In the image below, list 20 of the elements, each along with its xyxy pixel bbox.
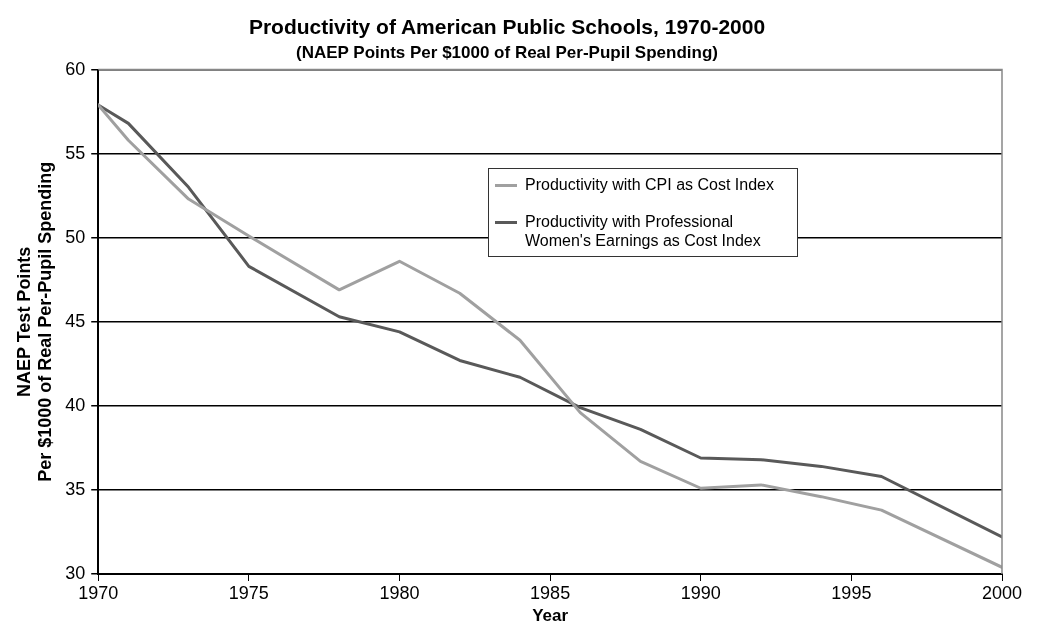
chart-title: Productivity of American Public Schools, 1970-2000: [248, 15, 766, 39]
x-tick-label: 1985: [530, 582, 571, 603]
x-tick-label: 1975: [228, 582, 269, 603]
x-axis-title: Year: [532, 606, 569, 626]
y-tick-label: 35: [65, 478, 86, 499]
x-tick-label: 1990: [680, 582, 721, 603]
y-tick-label: 50: [65, 226, 86, 247]
x-tick-label: 2000: [981, 582, 1023, 603]
chart-subtitle: (NAEP Points Per $1000 of Real Per-Pupil Spending): [296, 43, 718, 63]
y-tick-label: 30: [65, 562, 86, 583]
legend-label: Productivity with Professional Women's Earnings as Cost Index: [525, 212, 762, 250]
x-tick-label: 1980: [379, 582, 420, 603]
y-tick-label: 40: [65, 394, 86, 415]
y-axis-title: NAEP Test Points Per $1000 of Real Per-Pupil Spending: [13, 161, 56, 482]
y-tick-label: 60: [65, 58, 86, 79]
y-tick-label: 55: [65, 142, 86, 163]
x-tick-label: 1995: [831, 582, 872, 603]
y-tick-label: 45: [65, 310, 86, 331]
legend-label: Productivity with CPI as Cost Index: [525, 175, 774, 194]
x-tick-label: 1970: [78, 582, 119, 603]
